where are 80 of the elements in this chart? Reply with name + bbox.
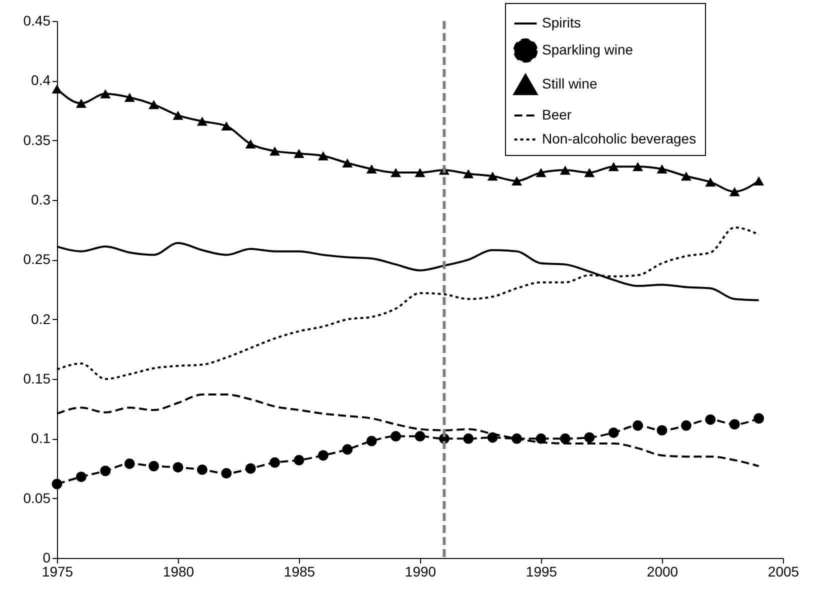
x-tick-label: 1980 [162, 564, 194, 580]
point [536, 168, 546, 178]
point [366, 436, 377, 446]
y-tick-label: 0.1 [31, 430, 51, 446]
point [172, 110, 184, 120]
point [463, 433, 474, 444]
point [270, 457, 280, 468]
point [148, 100, 160, 110]
point [512, 176, 522, 186]
point [656, 425, 668, 436]
point [705, 414, 716, 425]
x-tick-label: 1990 [404, 564, 436, 580]
y-tick-label: 0.45 [23, 12, 51, 28]
point [390, 431, 402, 442]
point [705, 178, 716, 187]
x-tick-label: 2005 [768, 564, 800, 580]
point [487, 432, 498, 443]
legend-label: Beer [542, 106, 572, 122]
legend-label: Still wine [542, 76, 598, 92]
point [196, 116, 208, 126]
point [342, 158, 353, 168]
point [536, 433, 546, 444]
point [100, 89, 111, 98]
point [52, 478, 62, 490]
point [680, 420, 692, 431]
y-tick-label: 0.3 [31, 192, 51, 208]
point [294, 148, 304, 158]
point [560, 166, 570, 175]
point [584, 432, 595, 443]
point [608, 427, 619, 438]
point [632, 420, 644, 431]
point [318, 450, 328, 461]
legend-label: Spirits [542, 14, 581, 30]
point [221, 121, 232, 131]
y-tick-label: 0 [42, 550, 51, 566]
point [390, 168, 402, 178]
point [270, 146, 280, 156]
point [366, 164, 377, 174]
y-tick-label: 0.2 [31, 310, 51, 327]
y-tick-label: 0.15 [23, 370, 51, 386]
point [584, 168, 595, 178]
legend-label: Sparkling wine [542, 42, 634, 58]
point [754, 413, 764, 424]
point [245, 463, 256, 474]
point [245, 139, 256, 148]
y-tick-label: 0.35 [23, 132, 51, 148]
point [512, 433, 522, 444]
point [729, 419, 740, 430]
point [76, 98, 86, 108]
point [729, 187, 740, 196]
point [124, 458, 135, 469]
point [294, 454, 304, 466]
point [414, 431, 426, 442]
x-tick-label: 1985 [284, 564, 316, 580]
point [124, 92, 135, 102]
point [318, 151, 328, 160]
y-tick-label: 0.25 [23, 251, 51, 268]
point [100, 466, 111, 476]
point [221, 468, 232, 479]
point [754, 176, 764, 186]
y-tick-label: 0.4 [31, 72, 51, 88]
point [148, 460, 160, 472]
point [632, 162, 644, 172]
x-tick-label: 2000 [646, 564, 678, 580]
point [52, 84, 62, 94]
point [487, 172, 498, 181]
point [172, 462, 184, 473]
y-tick-label: 0.05 [23, 490, 51, 506]
point [608, 162, 619, 172]
point [342, 444, 353, 455]
point [656, 164, 668, 174]
point [76, 472, 86, 482]
point [680, 172, 692, 181]
legend-label: Non-alcoholic beverages [542, 130, 696, 146]
point [414, 168, 426, 178]
point [560, 433, 570, 444]
x-tick-label: 1975 [42, 564, 74, 580]
point [463, 169, 474, 178]
x-tick-label: 1995 [526, 564, 558, 580]
point [196, 464, 208, 475]
